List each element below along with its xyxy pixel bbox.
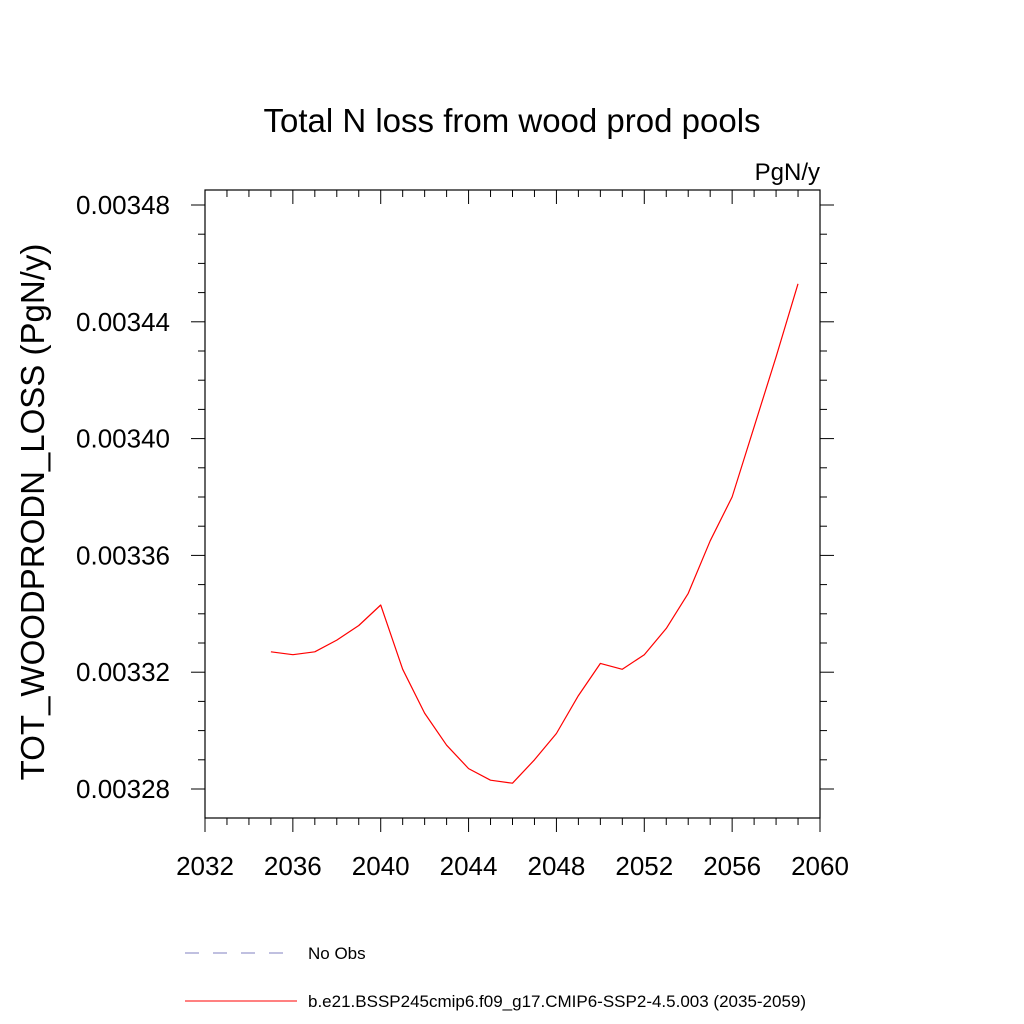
x-tick-label: 2044 xyxy=(440,851,498,881)
x-tick-label: 2056 xyxy=(703,851,761,881)
x-tick-label: 2052 xyxy=(615,851,673,881)
legend-label-model: b.e21.BSSP245cmip6.f09_g17.CMIP6-SSP2-4.… xyxy=(308,992,806,1011)
y-tick-label: 0.00328 xyxy=(76,774,170,804)
x-tick-label: 2032 xyxy=(176,851,234,881)
legend-label-no-obs: No Obs xyxy=(308,944,366,963)
chart-title: Total N loss from wood prod pools xyxy=(263,102,760,139)
y-tick-label: 0.00340 xyxy=(76,424,170,454)
x-tick-label: 2060 xyxy=(791,851,849,881)
legend: No Obs b.e21.BSSP245cmip6.f09_g17.CMIP6-… xyxy=(185,944,806,1011)
series-lines xyxy=(270,283,799,784)
y-axis-label: TOT_WOODPRODN_LOSS (PgN/y) xyxy=(14,244,51,781)
units-label: PgN/y xyxy=(755,159,820,186)
series-line xyxy=(270,283,799,784)
y-tick-label: 0.00332 xyxy=(76,657,170,687)
x-tick-label: 2040 xyxy=(352,851,410,881)
y-tick-labels: 0.00328 0.00332 0.00336 0.00340 0.00344 0.003… xyxy=(76,190,170,804)
x-tick-labels: 2032 2036 2040 2044 2048 2052 2056 2060 xyxy=(176,851,849,881)
axis-ticks xyxy=(191,190,834,832)
y-tick-label: 0.00344 xyxy=(76,307,170,337)
x-tick-label: 2036 xyxy=(264,851,322,881)
x-tick-label: 2048 xyxy=(528,851,586,881)
y-tick-label: 0.00348 xyxy=(76,190,170,220)
y-tick-label: 0.00336 xyxy=(76,540,170,570)
